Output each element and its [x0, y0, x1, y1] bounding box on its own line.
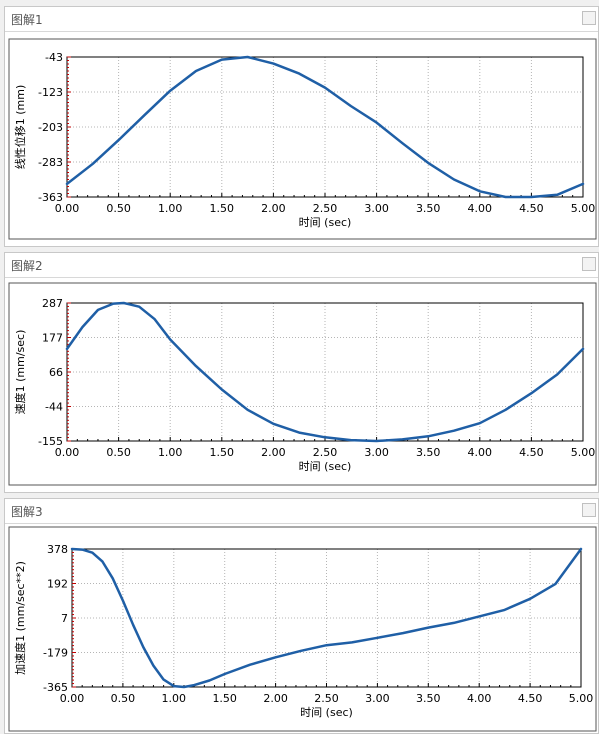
series-line: [65, 301, 585, 443]
x-tick-label: 5.00: [571, 202, 596, 215]
chart-svg-2: 0.00 0.50 1.00 1.50 2.00 2.50 3.00 3.50 4.00 4.50…: [8, 282, 597, 486]
x-tick-label: 2.50: [313, 202, 338, 215]
y-axis-label: 加速度1 (mm/sec**2): [13, 561, 27, 675]
y-tick-label: -155: [38, 435, 63, 448]
x-tick-label: 4.50: [519, 446, 544, 459]
x-tick-label: 0.50: [106, 202, 131, 215]
y-tick-label: -365: [43, 681, 68, 694]
x-tick-label: 4.50: [519, 202, 544, 215]
y-axis-label: 线性位移1 (mm): [13, 85, 27, 170]
y-tick-label: 287: [42, 297, 63, 310]
x-tick-label: 3.50: [416, 692, 441, 705]
x-tick-label: 0.00: [60, 692, 85, 705]
panel-title-bar: 图解3: [5, 499, 598, 524]
x-tick-label: 1.00: [158, 446, 183, 459]
x-tick-label: 1.50: [210, 202, 235, 215]
x-tick-label: 3.00: [364, 446, 389, 459]
x-tick-label: 4.50: [518, 692, 543, 705]
y-tick-label: -43: [45, 51, 63, 64]
x-tick-label: 3.00: [364, 202, 389, 215]
panel-title: 图解1: [11, 13, 43, 27]
x-tick-label: 0.00: [55, 446, 80, 459]
y-axis-label: 速度1 (mm/sec): [13, 330, 27, 415]
x-tick-label: 3.00: [365, 692, 390, 705]
x-tick-label: 2.00: [261, 446, 286, 459]
x-tick-label: 1.50: [210, 446, 235, 459]
x-tick-label: 4.00: [467, 692, 492, 705]
chart-svg-1: 0.00 0.50 1.00 1.50 2.00 2.50 3.00 3.50 4.00 4.50…: [8, 38, 597, 240]
panel-title-bar: 图解2: [5, 253, 598, 278]
close-icon[interactable]: [582, 503, 596, 517]
close-icon[interactable]: [582, 11, 596, 25]
x-tick-label: 2.50: [314, 692, 339, 705]
x-tick-label: 2.00: [261, 202, 286, 215]
y-tick-label: -203: [38, 121, 63, 134]
x-tick-label: 0.50: [106, 446, 131, 459]
chart-panel-2: 图解2 0.00 0.50 1.00 1.50 2.00 2.50 3.00 3.50 4.00…: [4, 252, 599, 493]
x-tick-label: 5.00: [569, 692, 594, 705]
x-axis-label: 时间 (sec): [299, 460, 352, 473]
close-icon[interactable]: [582, 257, 596, 271]
chart-frame: [8, 526, 597, 732]
panel-title-bar: 图解1: [5, 7, 598, 32]
y-tick-label: 7: [61, 612, 68, 625]
series-line: [65, 55, 585, 199]
y-tick-label: -123: [38, 86, 63, 99]
x-tick-label: 1.00: [162, 692, 187, 705]
x-tick-label: 1.00: [158, 202, 183, 215]
x-tick-label: 1.50: [212, 692, 237, 705]
chart-panel-1: 图解1 0.00 0.50 1.00 1.50 2.00 2.50 3.00 3.50 4.00…: [4, 6, 599, 247]
y-tick-label: -363: [38, 191, 63, 204]
x-tick-label: 3.50: [416, 446, 441, 459]
chart-svg-3: 0.00 0.50 1.00 1.50 2.00 2.50 3.00 3.50 4.00 4.50…: [8, 526, 597, 732]
x-tick-label: 5.00: [571, 446, 596, 459]
x-tick-label: 0.50: [111, 692, 136, 705]
x-tick-label: 0.00: [55, 202, 80, 215]
x-tick-label: 4.00: [468, 202, 493, 215]
y-tick-label: 66: [49, 366, 63, 379]
x-tick-label: 4.00: [468, 446, 493, 459]
y-tick-label: 177: [42, 332, 63, 345]
y-tick-label: -283: [38, 156, 63, 169]
series-line: [70, 547, 583, 689]
panel-title: 图解3: [11, 505, 43, 519]
x-axis-label: 时间 (sec): [299, 216, 352, 229]
y-tick-label: 378: [47, 543, 68, 556]
x-tick-label: 3.50: [416, 202, 441, 215]
chart-frame: [8, 38, 597, 240]
x-tick-label: 2.50: [313, 446, 338, 459]
x-tick-label: 2.00: [263, 692, 288, 705]
x-axis-label: 时间 (sec): [300, 706, 353, 719]
y-tick-label: -179: [43, 647, 68, 660]
chart-frame: [8, 282, 597, 486]
chart-panel-3: 图解3 0.00 0.50 1.00 1.50 2.00 2.50 3.00 3.50 4.00…: [4, 498, 599, 734]
y-tick-label: -44: [45, 401, 63, 414]
y-tick-label: 192: [47, 578, 68, 591]
panel-title: 图解2: [11, 259, 43, 273]
